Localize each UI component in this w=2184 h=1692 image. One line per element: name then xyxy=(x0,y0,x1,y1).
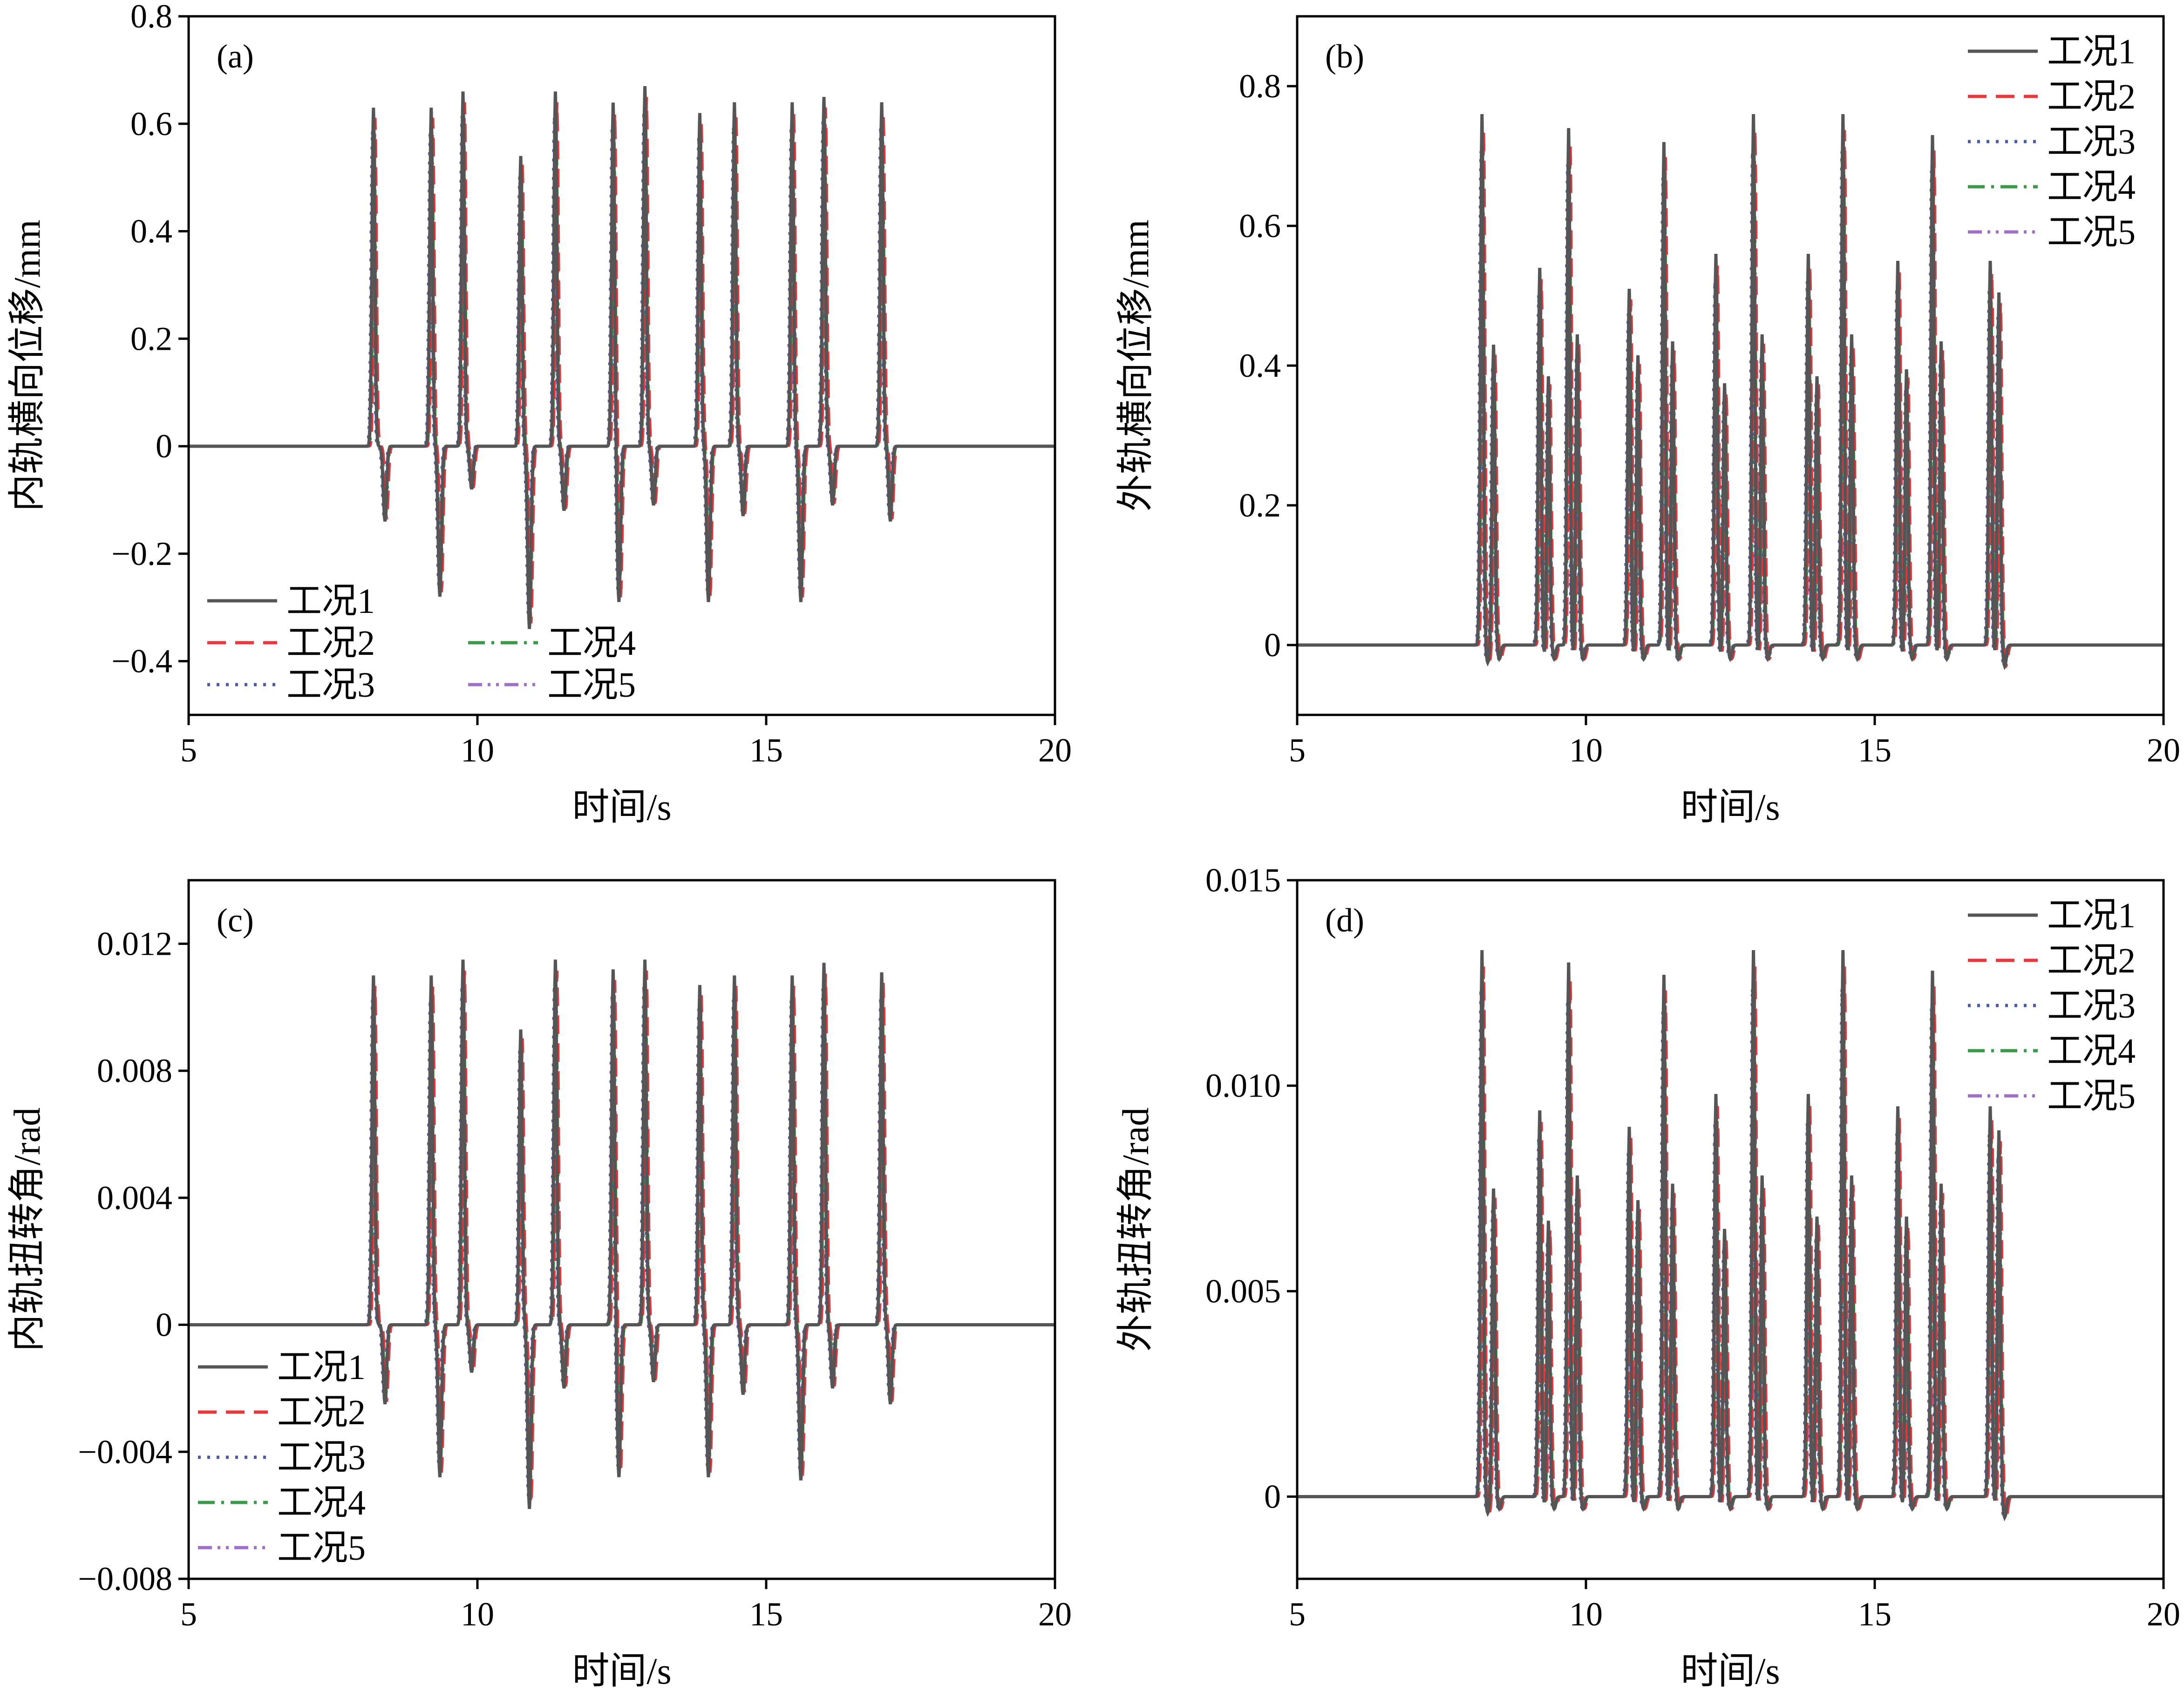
panel-label: (b) xyxy=(1325,38,1364,75)
panel-c: 5 10 15 20 −0.008 −0.004 0 0.004 0.008 0.012 时间/s 内… xyxy=(7,879,1072,1692)
x-axis-label: 时间/s xyxy=(572,787,671,828)
x-tick-label: 5 xyxy=(180,1596,197,1633)
series-line-工况4 xyxy=(1297,175,2164,666)
x-tick-label: 5 xyxy=(1289,1596,1306,1633)
x-tick-label: 15 xyxy=(749,1596,783,1633)
legend-label: 工况1 xyxy=(2047,896,2136,935)
panel-a: 5 10 15 20 −0.4 −0.2 0 0.2 0.4 0.6 0.8 时间/s 内轨横向位移/m… xyxy=(7,0,1072,828)
y-tick-label: 0.4 xyxy=(130,213,172,250)
y-axis-label: 内轨横向位移/mm xyxy=(7,220,48,512)
panel-d: 5 10 15 20 0 0.005 0.010 0.015 时间/s 外轨扭转角/rad (d) 工… xyxy=(1116,862,2180,1692)
x-tick-label: 10 xyxy=(461,732,494,769)
legend-label: 工况4 xyxy=(547,624,636,663)
legend-label: 工况3 xyxy=(2047,122,2136,162)
legend: 工况1 工况2 工况3 工况4 工况5 xyxy=(1968,32,2136,252)
series-group xyxy=(189,86,1055,629)
x-tick-label: 20 xyxy=(2147,1596,2180,1633)
y-tick-label: 0.012 xyxy=(97,925,172,962)
x-tick-label: 10 xyxy=(1569,732,1603,769)
legend-label: 工况1 xyxy=(277,1348,366,1387)
plot-frame xyxy=(187,879,1056,1580)
legend-label: 工况1 xyxy=(2047,32,2136,71)
legend-label: 工况4 xyxy=(277,1483,366,1522)
y-tick-label: 0 xyxy=(156,1306,172,1344)
plot-frame xyxy=(1296,879,2165,1580)
legend-label: 工况2 xyxy=(2047,77,2136,116)
y-tick-label: 0.2 xyxy=(1239,487,1281,524)
series-group xyxy=(1297,114,2164,671)
series-group xyxy=(189,959,1055,1509)
legend-label: 工况3 xyxy=(2047,986,2136,1026)
series-line-工况1 xyxy=(1297,950,2164,1522)
x-tick-label: 10 xyxy=(1569,1596,1603,1633)
y-tick-label: 0.8 xyxy=(130,0,172,35)
x-tick-label: 15 xyxy=(1858,732,1891,769)
y-tick-label: 0.005 xyxy=(1205,1272,1281,1310)
y-tick-label: 0.008 xyxy=(97,1052,172,1089)
legend-label: 工况5 xyxy=(547,666,636,705)
legend-label: 工况2 xyxy=(277,1393,366,1432)
legend-label: 工况1 xyxy=(286,582,375,621)
y-tick-label: −0.4 xyxy=(111,643,172,680)
legend-label: 工况3 xyxy=(286,666,375,705)
panel-label: (d) xyxy=(1325,902,1364,939)
series-line-工况2 xyxy=(1297,966,2164,1520)
legend: 工况1 工况2 工况3 工况4 工况5 xyxy=(1968,896,2136,1116)
series-line-工况5 xyxy=(1297,1026,2164,1518)
x-tick-label: 20 xyxy=(2147,732,2180,769)
y-tick-label: 0 xyxy=(1264,1478,1281,1515)
x-tick-label: 10 xyxy=(461,1596,494,1633)
x-tick-label: 5 xyxy=(180,732,197,769)
panel-label: (a) xyxy=(217,38,254,75)
x-tick-label: 15 xyxy=(749,732,783,769)
x-axis-label: 时间/s xyxy=(572,1651,671,1692)
y-tick-label: 0 xyxy=(156,428,172,465)
series-line-工况1 xyxy=(189,959,1055,1509)
y-tick-label: 0.004 xyxy=(97,1179,172,1216)
y-tick-label: 0.015 xyxy=(1205,862,1281,899)
series-line-工况2 xyxy=(1297,130,2164,669)
y-tick-label: 0 xyxy=(1264,626,1281,664)
y-tick-label: −0.004 xyxy=(78,1433,172,1470)
series-group xyxy=(1297,950,2164,1522)
legend-label: 工况4 xyxy=(2047,168,2136,207)
y-tick-label: 0.6 xyxy=(130,105,172,143)
plot-frame xyxy=(187,15,1056,716)
x-tick-label: 15 xyxy=(1858,1596,1891,1633)
legend-label: 工况5 xyxy=(2047,213,2136,252)
series-line-工况3 xyxy=(1297,151,2164,668)
y-tick-label: 0.4 xyxy=(1239,347,1281,384)
legend: 工况1 工况2 工况3 工况4 工况5 xyxy=(198,1348,366,1568)
series-line-工况4 xyxy=(1297,1013,2164,1517)
x-axis-label: 时间/s xyxy=(1681,787,1780,828)
y-tick-label: −0.2 xyxy=(111,535,172,572)
series-line-工况3 xyxy=(1297,988,2164,1519)
legend-label: 工况3 xyxy=(277,1438,366,1477)
x-axis-label: 时间/s xyxy=(1681,1651,1780,1692)
x-tick-label: 20 xyxy=(1038,1596,1072,1633)
legend-label: 工况2 xyxy=(286,624,375,663)
y-axis-label: 外轨扭转角/rad xyxy=(1116,1108,1157,1352)
series-line-工况1 xyxy=(189,86,1055,629)
legend-label: 工况2 xyxy=(2047,941,2136,980)
legend-label: 工况5 xyxy=(277,1529,366,1568)
panel-label: (c) xyxy=(217,902,254,939)
y-tick-label: 0.8 xyxy=(1239,68,1281,105)
y-tick-label: 0.010 xyxy=(1205,1067,1281,1104)
legend-label: 工况4 xyxy=(2047,1032,2136,1071)
y-axis-label: 外轨横向位移/mm xyxy=(1116,220,1157,512)
y-tick-label: 0.6 xyxy=(1239,207,1281,245)
y-tick-label: 0.2 xyxy=(130,320,172,357)
y-axis-label: 内轨扭转角/rad xyxy=(7,1108,48,1352)
series-line-工况1 xyxy=(1297,114,2164,671)
x-tick-label: 5 xyxy=(1289,732,1306,769)
series-line-工况5 xyxy=(1297,188,2164,666)
x-tick-label: 20 xyxy=(1038,732,1072,769)
y-tick-label: −0.008 xyxy=(78,1560,172,1597)
legend-label: 工况5 xyxy=(2047,1077,2136,1116)
